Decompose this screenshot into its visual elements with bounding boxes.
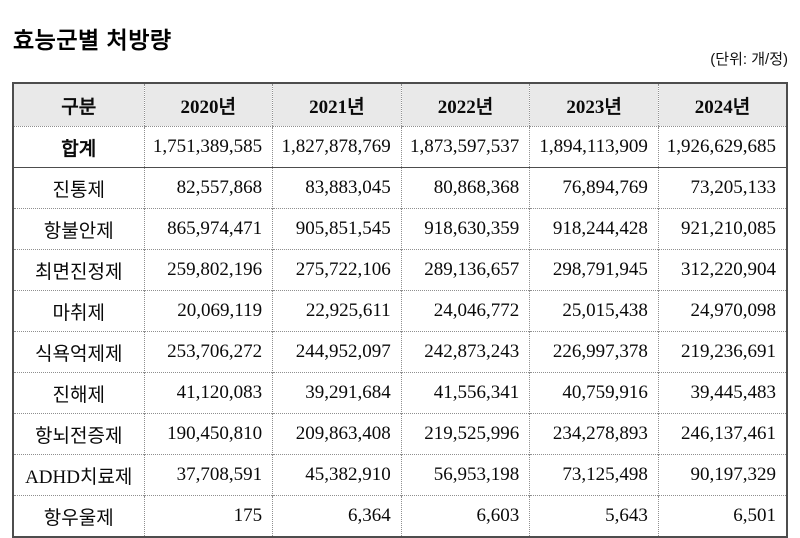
row-label: 항불안제 <box>13 208 144 250</box>
row-value: 1,894,113,909 <box>529 126 659 168</box>
row-value: 1,873,597,537 <box>400 126 530 168</box>
row-value: 25,015,438 <box>529 290 659 332</box>
row-value: 175 <box>143 495 273 537</box>
row-value: 6,603 <box>400 495 530 537</box>
row-value: 6,364 <box>272 495 402 537</box>
row-value: 73,125,498 <box>529 454 659 496</box>
row-value: 39,445,483 <box>657 372 787 414</box>
row-value: 80,868,368 <box>400 167 530 209</box>
row-label: 합계 <box>13 126 144 168</box>
row-value: 82,557,868 <box>143 167 273 209</box>
table-row: 식욕억제제 253,706,272 244,952,097 242,873,243 22… <box>13 331 787 373</box>
row-value: 1,751,389,585 <box>143 126 273 168</box>
row-label: 식욕억제제 <box>13 331 144 373</box>
row-label: 진해제 <box>13 372 144 414</box>
table-row: 항우울제 175 6,364 6,603 5,643 6,501 <box>13 495 787 537</box>
row-value: 253,706,272 <box>143 331 273 373</box>
header-cell-year-2022: 2022년 <box>400 83 530 127</box>
row-label: 항우울제 <box>13 495 144 537</box>
row-value: 905,851,545 <box>272 208 402 250</box>
row-value: 242,873,243 <box>400 331 530 373</box>
table-row: 최면진정제 259,802,196 275,722,106 289,136,657 29… <box>13 249 787 291</box>
row-value: 1,926,629,685 <box>657 126 787 168</box>
row-value: 918,244,428 <box>529 208 659 250</box>
table-header: 구분 2020년 2021년 2022년 2023년 2024년 <box>13 83 787 127</box>
row-value: 76,894,769 <box>529 167 659 209</box>
row-label: 항뇌전증제 <box>13 413 144 455</box>
header-row: 구분 2020년 2021년 2022년 2023년 2024년 <box>13 83 787 127</box>
row-value: 190,450,810 <box>143 413 273 455</box>
row-value: 209,863,408 <box>272 413 402 455</box>
row-value: 275,722,106 <box>272 249 402 291</box>
row-value: 226,997,378 <box>529 331 659 373</box>
row-label: 마취제 <box>13 290 144 332</box>
header-cell-category: 구분 <box>13 83 144 127</box>
row-value: 219,236,691 <box>657 331 787 373</box>
row-value: 289,136,657 <box>400 249 530 291</box>
row-value: 83,883,045 <box>272 167 402 209</box>
table-row: 진통제 82,557,868 83,883,045 80,868,368 76,894,… <box>13 167 787 209</box>
table-row: 항불안제 865,974,471 905,851,545 918,630,359 918… <box>13 208 787 250</box>
row-value: 39,291,684 <box>272 372 402 414</box>
row-value: 40,759,916 <box>529 372 659 414</box>
header-cell-year-2020: 2020년 <box>143 83 273 127</box>
row-value: 20,069,119 <box>143 290 273 332</box>
row-value: 24,046,772 <box>400 290 530 332</box>
row-value: 865,974,471 <box>143 208 273 250</box>
row-value: 56,953,198 <box>400 454 530 496</box>
row-value: 246,137,461 <box>657 413 787 455</box>
unit-label: (단위: 개/정) <box>710 51 788 68</box>
header-cell-year-2024: 2024년 <box>657 83 787 127</box>
table-row: 마취제 20,069,119 22,925,611 24,046,772 25,015,… <box>13 290 787 332</box>
row-value: 298,791,945 <box>529 249 659 291</box>
row-value: 24,970,098 <box>657 290 787 332</box>
table-body: 합계 1,751,389,585 1,827,878,769 1,873,597,53… <box>13 126 787 537</box>
table-row: 항뇌전증제 190,450,810 209,863,408 219,525,996 23… <box>13 413 787 455</box>
row-value: 234,278,893 <box>529 413 659 455</box>
table-row: ADHD치료제 37,708,591 45,382,910 56,953,198 73,… <box>13 454 787 496</box>
row-value: 312,220,904 <box>657 249 787 291</box>
row-value: 41,120,083 <box>143 372 273 414</box>
row-value: 918,630,359 <box>400 208 530 250</box>
row-value: 219,525,996 <box>400 413 530 455</box>
row-value: 259,802,196 <box>143 249 273 291</box>
row-value: 45,382,910 <box>272 454 402 496</box>
page-title: 효능군별 처방량 <box>13 27 172 54</box>
row-label: 최면진정제 <box>13 249 144 291</box>
row-value: 37,708,591 <box>143 454 273 496</box>
row-value: 1,827,878,769 <box>272 126 402 168</box>
row-value: 6,501 <box>657 495 787 537</box>
row-value: 90,197,329 <box>657 454 787 496</box>
header-cell-year-2023: 2023년 <box>529 83 659 127</box>
row-value: 73,205,133 <box>657 167 787 209</box>
prescription-table: 구분 2020년 2021년 2022년 2023년 2024년 합계 1,751… <box>12 82 788 538</box>
row-value: 921,210,085 <box>657 208 787 250</box>
header-cell-year-2021: 2021년 <box>272 83 402 127</box>
row-value: 22,925,611 <box>272 290 402 332</box>
row-label: ADHD치료제 <box>13 454 144 496</box>
row-value: 41,556,341 <box>400 372 530 414</box>
row-label: 진통제 <box>13 167 144 209</box>
row-value: 5,643 <box>529 495 659 537</box>
table-row: 진해제 41,120,083 39,291,684 41,556,341 40,759,… <box>13 372 787 414</box>
row-value: 244,952,097 <box>272 331 402 373</box>
table-row: 합계 1,751,389,585 1,827,878,769 1,873,597,53… <box>13 126 787 168</box>
